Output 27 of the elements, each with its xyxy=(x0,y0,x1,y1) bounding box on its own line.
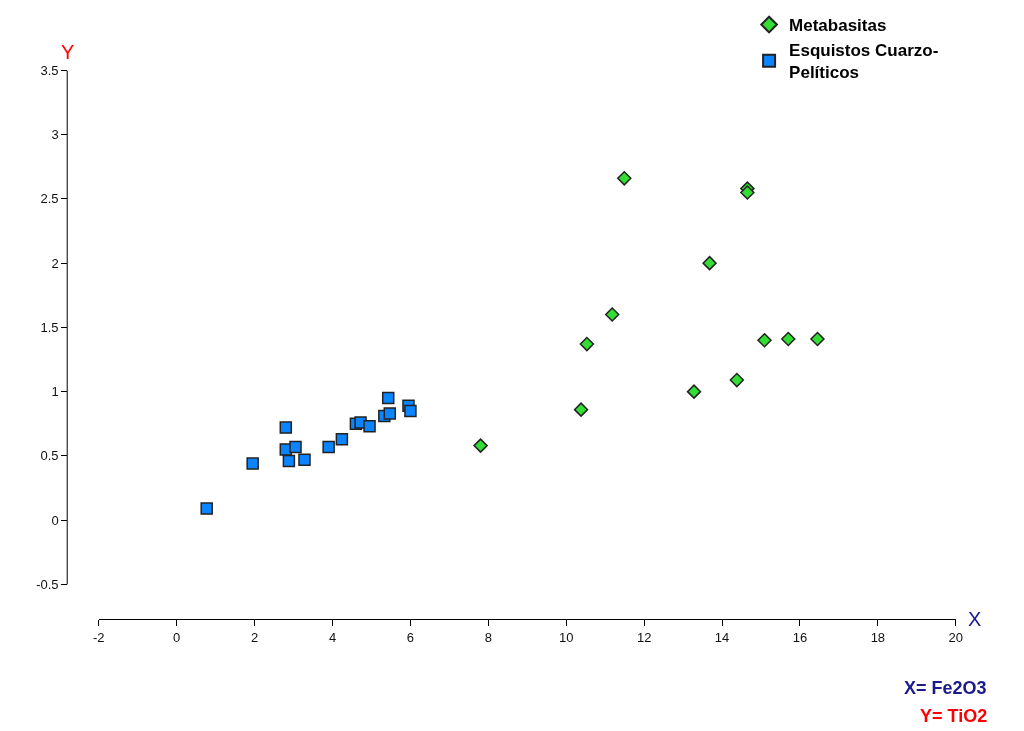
x-tick-label: 12 xyxy=(636,629,652,645)
y-tick-label: 0 xyxy=(51,512,59,528)
y-axis-title: Y xyxy=(61,41,75,63)
x-tick-label: 14 xyxy=(714,629,730,645)
text: Y= TiO2 xyxy=(920,706,988,726)
x-tick-label: -2 xyxy=(93,629,105,645)
x-tick-label: 20 xyxy=(948,629,964,645)
x-tick-label: 4 xyxy=(328,629,337,645)
y-tick-label: 2.5 xyxy=(40,191,59,207)
x-axis-title: X xyxy=(968,608,982,630)
y-tick-label: -0.5 xyxy=(36,576,59,592)
x-tick-label: 0 xyxy=(173,629,181,645)
legend-label: Esquistos Cuarzo-Pelíticos xyxy=(789,41,939,83)
x-tick-label: 16 xyxy=(792,629,808,645)
x-tick-label: 8 xyxy=(484,629,492,645)
legend-label: Metabasitas xyxy=(789,16,887,36)
x-tick-label: 2 xyxy=(251,629,259,645)
y-tick-label: 2 xyxy=(51,255,59,271)
y-tick-label: 3.5 xyxy=(40,62,59,78)
x-tick-label: 6 xyxy=(406,629,415,645)
y-tick-label: 3 xyxy=(51,127,59,143)
y-tick-label: 0.5 xyxy=(40,448,59,464)
x-tick-label: 10 xyxy=(559,629,574,645)
y-tick-label: 1 xyxy=(51,384,59,400)
x-tick-label: 18 xyxy=(870,629,886,645)
text: X= Fe2O3 xyxy=(904,678,987,698)
y-tick-label: 1.5 xyxy=(40,319,59,335)
